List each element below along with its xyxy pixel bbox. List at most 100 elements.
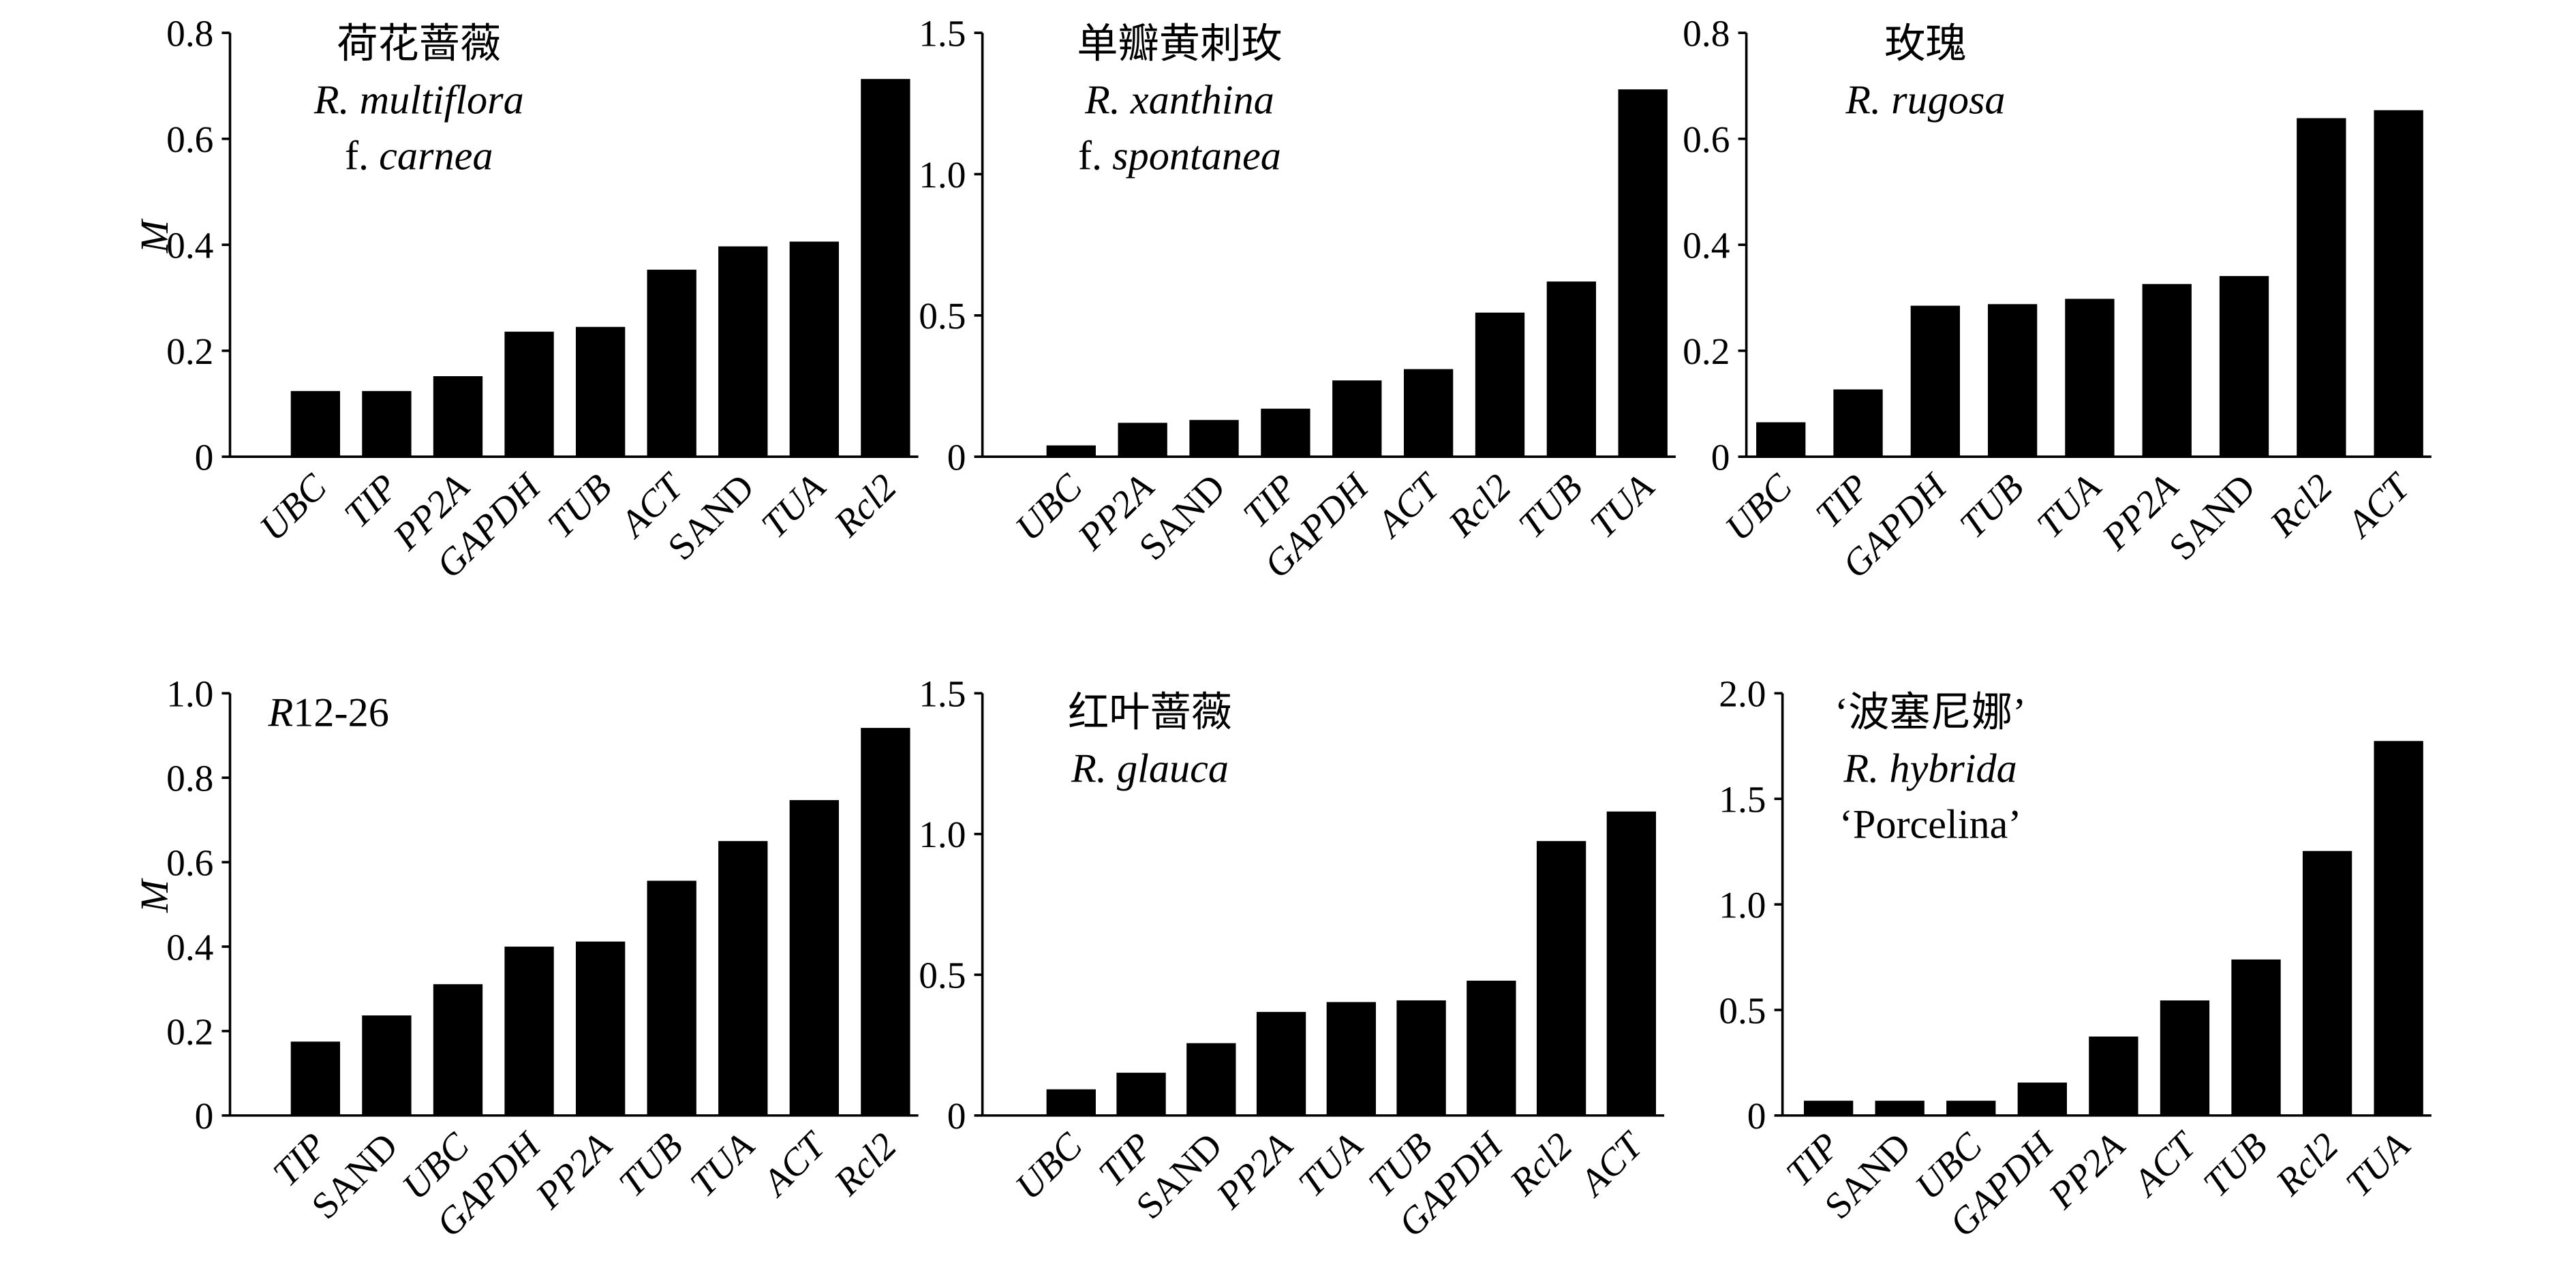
x-tick-label: ACT — [2123, 1122, 2206, 1205]
bar-Rcl2 — [861, 78, 910, 457]
chart-title-line: f. spontanea — [1078, 133, 1281, 179]
bar-UBC — [433, 984, 483, 1116]
bar-ACT — [789, 800, 839, 1116]
bar-ACT — [1403, 369, 1454, 457]
x-tick-label: PP2A — [527, 1124, 620, 1217]
x-tick-label: TUB — [611, 1124, 690, 1204]
bar-TIP — [1803, 1101, 1854, 1116]
y-tick-label: 0 — [947, 436, 966, 478]
y-tick-label: 1.0 — [166, 673, 213, 715]
x-tick-label: ACT — [753, 1122, 835, 1205]
chart-title-segment: R. glauca — [1071, 746, 1229, 792]
chart-title-line: 红叶蔷薇 — [1068, 690, 1232, 736]
bar-TUA — [2374, 741, 2423, 1116]
bar-TIP — [290, 1041, 341, 1116]
x-tick-label: UBC — [251, 465, 335, 549]
chart-title-segment: f. — [1078, 133, 1112, 179]
bar-TIP — [1116, 1073, 1166, 1116]
y-tick-label: 0 — [947, 1095, 966, 1137]
chart-title-segment: ‘Porcelina’ — [1839, 801, 2022, 847]
y-tick-label: 2.0 — [1719, 673, 1766, 715]
bar-TIP — [1261, 408, 1310, 457]
chart-title-line: R. hybrida — [1843, 746, 2017, 792]
bar-ACT — [647, 269, 696, 457]
bar-ACT — [2160, 1000, 2210, 1116]
x-tick-label: UBC — [1007, 1124, 1090, 1208]
bar-UBC — [1756, 422, 1806, 457]
bar-Rcl2 — [1536, 841, 1586, 1116]
x-tick-label: ACT — [1570, 1122, 1653, 1205]
bar-GAPDH — [504, 947, 554, 1116]
bar-UBC — [1046, 445, 1096, 457]
y-tick-label: 0.8 — [1683, 13, 1730, 55]
bar-GAPDH — [504, 331, 554, 457]
bar-SAND — [1875, 1101, 1925, 1116]
chart-title-segment: R — [267, 690, 293, 736]
y-tick-label: 0.4 — [166, 224, 213, 266]
y-axis-label: M — [132, 878, 177, 913]
bar-SAND — [362, 1015, 412, 1116]
bar-TUA — [1326, 1002, 1376, 1116]
y-tick-label: 1.5 — [919, 13, 966, 55]
chart-title-segment: R. multiflora — [313, 77, 524, 123]
bar-PP2A — [1256, 1011, 1306, 1116]
bar-TIP — [362, 390, 412, 457]
bar-Rcl2 — [2297, 118, 2346, 457]
bar-UBC — [1946, 1101, 1996, 1116]
x-tick-label: TUB — [1952, 466, 2031, 546]
x-tick-label: Rcl2 — [2261, 466, 2340, 545]
y-tick-label: 0.8 — [166, 13, 213, 55]
x-tick-label: ACT — [2337, 464, 2420, 547]
bar-TUA — [1618, 89, 1668, 457]
chart-title-segment: 玫瑰 — [1884, 21, 1967, 67]
chart-title-segment: R. rugosa — [1845, 77, 2005, 123]
bar-PP2A — [575, 941, 626, 1116]
bar-GAPDH — [2017, 1082, 2067, 1116]
bar-Rcl2 — [1475, 312, 1525, 457]
y-tick-label: 0 — [1711, 436, 1730, 478]
x-tick-label: TUB — [540, 466, 619, 546]
bar-TUA — [789, 241, 839, 457]
bar-TUB — [1546, 281, 1597, 457]
y-tick-label: 1.0 — [919, 814, 966, 855]
bar-Rcl2 — [861, 728, 910, 1116]
bar-TUB — [1396, 1000, 1446, 1116]
y-tick-label: 1.0 — [1719, 884, 1766, 925]
bar-PP2A — [433, 376, 483, 457]
bar-SAND — [718, 246, 768, 457]
x-tick-label: TUA — [1290, 1124, 1370, 1205]
chart-title-line: R. rugosa — [1845, 77, 2005, 123]
bar-TUB — [1987, 304, 2038, 457]
bar-UBC — [290, 390, 341, 457]
x-tick-label: Rcl2 — [1440, 466, 1519, 545]
chart-title-segment: ‘波塞尼娜’ — [1835, 690, 2026, 736]
bar-PP2A — [1118, 423, 1167, 457]
bar-GAPDH — [1910, 305, 1960, 457]
bar-TUA — [718, 841, 768, 1116]
chart-title-line: R. xanthina — [1084, 77, 1274, 123]
x-tick-label: Rcl2 — [1501, 1124, 1580, 1203]
chart-title-line: f. carnea — [345, 133, 493, 179]
chart-title-line: R12-26 — [267, 690, 388, 736]
y-tick-label: 0.4 — [166, 926, 213, 968]
x-tick-label: TUA — [753, 465, 833, 546]
y-tick-label: 0.2 — [166, 331, 213, 372]
chart-title-line: 荷花蔷薇 — [337, 21, 501, 67]
y-tick-label: 0 — [1747, 1095, 1766, 1137]
bar-GAPDH — [1332, 380, 1382, 457]
bar-SAND — [1189, 420, 1239, 457]
y-tick-label: 1.5 — [1719, 778, 1766, 820]
bar-TUB — [2231, 959, 2281, 1116]
bar-Rcl2 — [2302, 850, 2352, 1116]
y-tick-label: 1.5 — [919, 673, 966, 715]
x-tick-label: Rcl2 — [2267, 1124, 2346, 1203]
chart-title-segment: 单瓣黄刺玫 — [1077, 21, 1282, 67]
chart-panel-6: 00.51.01.52.0TIPSANDUBCGAPDHPP2AACTTUBRc… — [1719, 673, 2432, 1244]
y-tick-label: 0.4 — [1683, 224, 1730, 266]
x-tick-label: TUA — [2337, 1124, 2418, 1205]
chart-panel-4: 00.20.40.60.81.0MTIPSANDUBCGAPDHPP2ATUBT… — [132, 673, 919, 1244]
x-tick-label: Rcl2 — [825, 1124, 904, 1203]
bar-UBC — [1046, 1089, 1096, 1116]
